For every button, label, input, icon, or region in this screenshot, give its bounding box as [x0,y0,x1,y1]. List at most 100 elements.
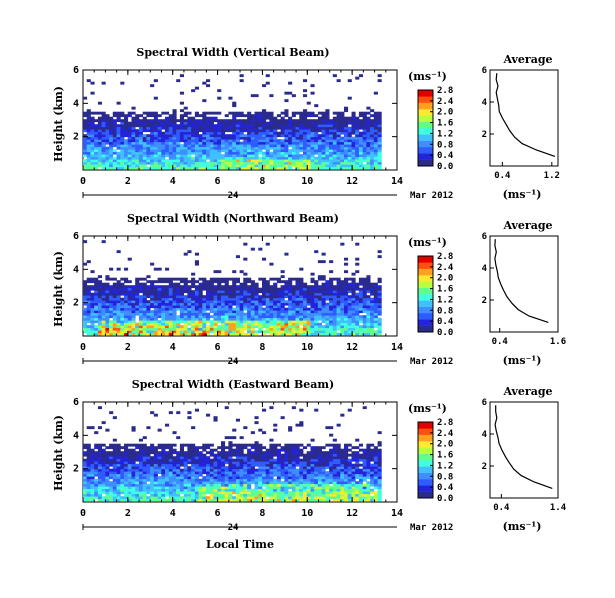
heatmap-cell [191,159,196,163]
heatmap-cell [235,300,240,304]
heatmap-cell [101,136,106,140]
heatmap-cell [291,292,296,296]
heatmap-cell [235,126,240,130]
heatmap-cell [168,119,173,123]
heatmap-cell [273,486,278,490]
heatmap-cell [127,310,132,314]
heatmap-cell [332,164,337,168]
heatmap-cell [131,134,136,138]
heatmap-cell [157,114,162,118]
heatmap-cell [153,476,158,480]
heatmap-cell [172,448,177,452]
heatmap-cell [336,164,341,168]
heatmap-cell [321,307,326,311]
heatmap-cell [168,483,173,487]
heatmap-cell [142,488,147,492]
heatmap-cell [112,327,117,331]
heatmap-cell [161,451,166,455]
heatmap-cell [124,121,129,125]
heatmap-cell [206,156,211,160]
heatmap-cell [224,136,229,140]
heatmap-cell [265,159,270,163]
heatmap-cell [138,290,143,294]
heatmap-cell [355,116,360,120]
heatmap-cell [94,119,99,123]
heatmap-cell [194,320,199,324]
heatmap-cell [232,129,237,133]
heatmap-cell [310,144,315,148]
heatmap-cell [131,476,136,480]
heatmap-cell [355,317,360,321]
heatmap-cell [101,116,106,120]
heatmap-cell [262,164,267,168]
heatmap-cell [221,498,226,502]
heatmap-cell [138,164,143,168]
heatmap-cell [157,446,162,450]
heatmap-cell [127,468,132,472]
heatmap-cell [202,111,207,115]
heatmap-cell [206,468,211,472]
heatmap-cell [377,129,382,133]
heatmap-cell [303,332,308,336]
heatmap-cell [138,151,143,155]
heatmap-cell [377,116,382,120]
heatmap-cell [325,136,330,140]
heatmap-cell [239,121,244,125]
heatmap-cell [362,126,367,130]
heatmap-cell [232,134,237,138]
heatmap-cell [176,141,181,145]
heatmap-cell [206,282,211,286]
heatmap-cell [179,463,184,467]
heatmap-cell [120,451,125,455]
heatmap-cell [120,315,125,319]
heatmap-cell [303,282,308,286]
heatmap-cell [355,164,360,168]
colorbar: 0.00.40.81.21.62.02.42.8 [417,86,454,172]
heatmap-cell [157,498,162,502]
heatmap-cell [187,285,192,289]
heatmap-cell [146,134,151,138]
heatmap-cell [94,446,99,450]
heatmap-cell [146,290,151,294]
heatmap-cell [127,295,132,299]
heatmap-cell [101,151,106,155]
heatmap-cell [306,166,311,170]
heatmap-cell [258,491,263,495]
heatmap-cell [355,76,360,80]
heatmap-cell [299,310,304,314]
heatmap-cell [127,466,132,470]
heatmap-cell [194,325,199,329]
heatmap-cell [176,468,181,472]
heatmap-cell [127,498,132,502]
heatmap-cell [157,267,162,271]
heatmap-cell [247,327,252,331]
heatmap-cell [332,121,337,125]
heatmap-cell [254,161,259,165]
heatmap-cell [135,290,140,294]
heatmap-cell [112,443,117,447]
heatmap-cell [247,476,252,480]
heatmap-cell [101,124,106,128]
heatmap-cell [258,322,263,326]
heatmap-cell [250,478,255,482]
heatmap-cell [228,154,233,158]
heatmap-cell [254,456,259,460]
heatmap-cell [239,461,244,465]
heatmap-cell [109,496,114,500]
heatmap-cell [340,146,345,150]
heatmap-cell [187,126,192,130]
heatmap-cell [280,322,285,326]
heatmap-cell [254,156,259,160]
heatmap-cell [112,453,117,457]
heatmap-cell [235,310,240,314]
heatmap-cell [138,315,143,319]
heatmap-cell [317,141,322,145]
heatmap-cell [355,166,360,170]
heatmap-cell [340,166,345,170]
heatmap-cell [213,131,218,135]
heatmap-cell [306,114,311,118]
heatmap-cell [209,295,214,299]
heatmap-cell [247,151,252,155]
heatmap-cell [221,164,226,168]
heatmap-cell [209,149,214,153]
